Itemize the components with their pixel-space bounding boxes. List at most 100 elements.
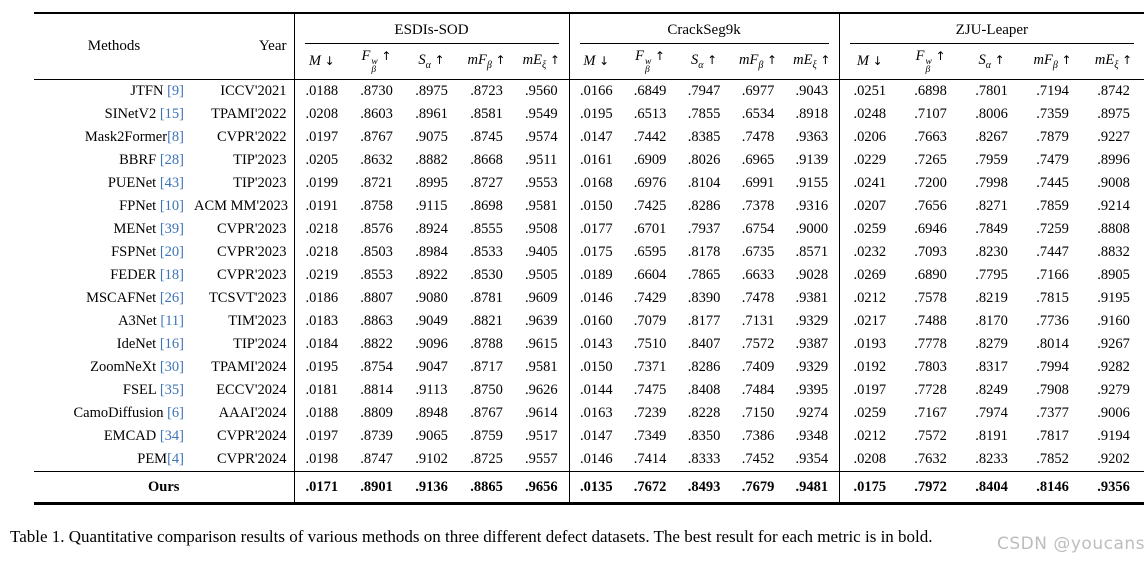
citation-ref[interactable]: [18] xyxy=(159,267,184,283)
value-cell: .7908 xyxy=(1036,382,1069,398)
value-cell: .8571 xyxy=(785,241,840,264)
value-cell: .6513 xyxy=(633,106,667,122)
value-cell: .0188 xyxy=(305,405,339,421)
value-cell: .7656 xyxy=(914,198,947,214)
results-table: Methods Year ESDIs-SOD CrackSeg9k ZJU-Leap… xyxy=(34,12,1145,505)
citation-ref[interactable]: [26] xyxy=(159,290,184,306)
value-cell: .8632 xyxy=(360,152,393,168)
value-cell: .8996 xyxy=(1097,152,1130,168)
up-arrow-icon: ↑ xyxy=(935,49,946,63)
value-cell: .7859 xyxy=(1036,198,1069,214)
value-cell: .7166 xyxy=(1036,267,1069,283)
year-column-header: Year xyxy=(194,13,295,80)
value-cell: .9102 xyxy=(415,451,448,467)
value-cell: .9381 xyxy=(785,287,840,310)
value-cell: .0168 xyxy=(579,175,613,191)
value-cell: .0181 xyxy=(305,382,339,398)
citation-ref[interactable]: [20] xyxy=(159,244,184,260)
citation-ref[interactable]: [34] xyxy=(159,428,184,444)
value-cell: .7359 xyxy=(1036,106,1069,122)
value-cell: .9202 xyxy=(1097,451,1130,467)
citation-ref[interactable]: [43] xyxy=(159,175,184,191)
citation-ref[interactable]: [10] xyxy=(159,198,184,214)
value-cell: .7488 xyxy=(914,313,947,329)
value-cell: .0175 xyxy=(579,244,613,260)
value-cell: .7107 xyxy=(914,106,947,122)
year-cell: ICCV'2021 xyxy=(194,79,295,103)
value-cell: .7452 xyxy=(741,451,775,467)
value-cell: .9581 xyxy=(514,195,570,218)
value-cell: .9028 xyxy=(785,264,840,287)
value-cell: .8006 xyxy=(975,106,1008,122)
value-cell: .7855 xyxy=(687,106,721,122)
table-row: SINetV2 [15] TPAMI'2022 .0208 .8603 .8961 .85… xyxy=(34,103,1144,126)
table-row: BBRF [28] TIP'2023 .0205 .8632 .8882 .8668 .95… xyxy=(34,149,1144,172)
value-cell: .9115 xyxy=(415,198,448,214)
value-cell: .8317 xyxy=(975,359,1008,375)
value-cell: .8271 xyxy=(975,198,1008,214)
value-cell: .0218 xyxy=(305,244,339,260)
value-cell: .9155 xyxy=(785,172,840,195)
year-cell: CVPR'2022 xyxy=(194,126,295,149)
year-cell: TCSVT'2023 xyxy=(194,287,295,310)
value-cell: .0171 xyxy=(305,479,339,495)
value-cell: .9549 xyxy=(514,103,570,126)
value-cell: .9656 xyxy=(514,471,570,504)
value-cell: .8553 xyxy=(360,267,393,283)
value-cell: .7194 xyxy=(1036,83,1069,99)
citation-ref[interactable]: [15] xyxy=(159,106,184,122)
value-cell: .9075 xyxy=(415,129,448,145)
year-cell: CVPR'2023 xyxy=(194,218,295,241)
ours-row: Ours .0171 .8901 .9136 .8865 .9656 .0135 .7672.… xyxy=(34,471,1144,504)
citation-ref[interactable]: [39] xyxy=(159,221,184,237)
citation-ref[interactable]: [9] xyxy=(167,83,184,99)
value-cell: .8407 xyxy=(687,336,721,352)
citation-ref[interactable]: [11] xyxy=(160,313,184,329)
value-cell: .9274 xyxy=(785,402,840,425)
value-cell: .9581 xyxy=(514,356,570,379)
value-cell: .0198 xyxy=(305,451,339,467)
method-cell: EMCAD [34] xyxy=(103,428,184,444)
value-cell: .7672 xyxy=(633,479,667,495)
down-arrow-icon: ↓ xyxy=(324,53,335,68)
table-row: ZoomNeXt [30] TPAMI'2024 .0195 .8754 .9047 .8… xyxy=(34,356,1144,379)
value-cell: .7736 xyxy=(1036,313,1069,329)
value-cell: .0147 xyxy=(579,129,613,145)
value-cell: .0144 xyxy=(579,382,613,398)
value-cell: .8146 xyxy=(1036,479,1069,495)
citation-ref[interactable]: [6] xyxy=(167,405,184,421)
method-cell: Mask2Former[8] xyxy=(84,129,184,145)
citation-ref[interactable]: [4] xyxy=(167,451,184,467)
method-cell: A3Net [11] xyxy=(118,313,184,329)
citation-ref[interactable]: [16] xyxy=(159,336,184,352)
value-cell: .7484 xyxy=(741,382,775,398)
header-row-datasets: Methods Year ESDIs-SOD CrackSeg9k ZJU-Leap… xyxy=(34,13,1144,80)
value-cell: .0218 xyxy=(305,221,339,237)
value-cell: .7778 xyxy=(914,336,947,352)
citation-ref[interactable]: [28] xyxy=(159,152,184,168)
value-cell: .8404 xyxy=(975,479,1008,495)
value-cell: .8530 xyxy=(470,267,503,283)
value-cell: .0259 xyxy=(853,405,887,421)
value-cell: .7239 xyxy=(633,405,667,421)
value-cell: .0188 xyxy=(305,83,339,99)
table-row: EMCAD [34] CVPR'2024 .0197 .8739 .9065 .8759.… xyxy=(34,425,1144,448)
value-cell: .7572 xyxy=(914,428,947,444)
citation-ref[interactable]: [30] xyxy=(159,359,184,375)
citation-ref[interactable]: [35] xyxy=(159,382,184,398)
citation-ref[interactable]: [8] xyxy=(167,129,184,145)
value-cell: .7429 xyxy=(633,290,667,306)
value-cell: .0189 xyxy=(579,267,613,283)
value-cell: .9282 xyxy=(1097,359,1130,375)
value-cell: .9356 xyxy=(1097,479,1130,495)
value-cell: .7803 xyxy=(914,359,947,375)
value-cell: .0192 xyxy=(853,359,887,375)
metric-header: mEξ ↑ xyxy=(785,44,840,80)
value-cell: .9626 xyxy=(514,379,570,402)
value-cell: .8385 xyxy=(687,129,721,145)
value-cell: .8905 xyxy=(1097,267,1130,283)
value-cell: .7849 xyxy=(975,221,1008,237)
value-cell: .8758 xyxy=(360,198,393,214)
